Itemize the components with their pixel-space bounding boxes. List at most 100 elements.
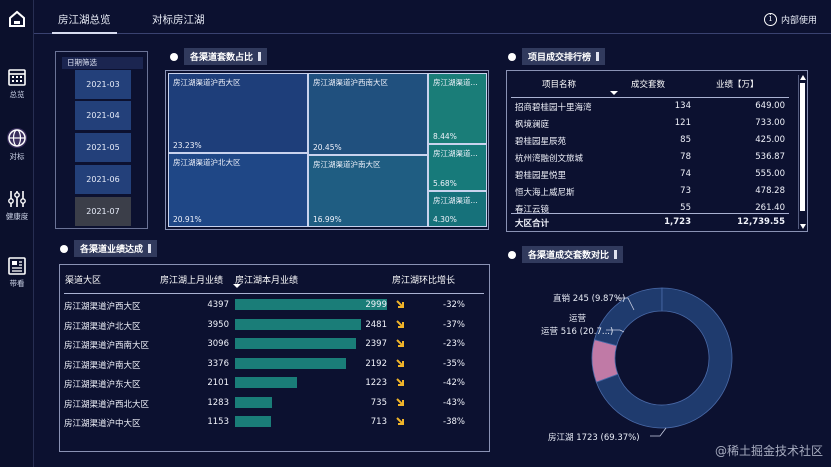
donut-slice[interactable] — [595, 287, 733, 429]
internal-use-button[interactable]: i 内部使用 — [763, 13, 817, 26]
treemap-cell[interactable]: 房江湖渠道沪西大区 23.23% — [168, 73, 308, 153]
donut-leader-line — [616, 297, 635, 311]
scroll-up-icon[interactable] — [800, 75, 806, 80]
arrow-down-right-icon — [396, 397, 404, 406]
date-option-2021-03[interactable]: 2021-03 — [75, 70, 131, 99]
treemap-cell[interactable]: 房江湖渠道... 4.30% — [428, 191, 487, 227]
cell-count: 134 — [674, 101, 691, 111]
info-icon: i — [763, 13, 777, 26]
ranking-scrollbar[interactable] — [798, 75, 806, 229]
arrow-down-right-icon — [396, 319, 404, 328]
scroll-thumb[interactable] — [800, 83, 805, 211]
treemap-cell-pct: 23.23% — [173, 141, 202, 150]
treemap-cell[interactable]: 房江湖渠道沪北大区 20.91% — [168, 153, 308, 227]
arrow-down-right-icon — [396, 339, 404, 347]
treemap-cell[interactable]: 房江湖渠道沪南大区 16.99% — [308, 155, 428, 227]
arrow-down-right-icon — [396, 300, 404, 308]
cell-mom-growth: -35% — [443, 358, 465, 369]
rail-item-label: 健康度 — [5, 212, 29, 221]
channel-performance-table: 渠道大区 房江湖上月业绩 房江湖本月业绩 房江湖环比增长 房江湖渠道沪西大区 43… — [59, 264, 490, 452]
header-divider — [511, 97, 789, 98]
table-row[interactable]: 房江湖渠道沪北大区 3950 2481 -37% — [60, 316, 491, 335]
rail-item-viewing[interactable]: 带看 — [0, 256, 34, 289]
table-row[interactable]: 房江湖渠道沪西北大区 1283 735 -43% — [60, 394, 491, 413]
rail-item-label: 对标 — [9, 152, 25, 161]
total-count: 1,723 — [664, 217, 691, 227]
table-row[interactable]: 房江湖渠道沪中大区 1153 713 -38% — [60, 413, 491, 432]
donut-leader-line — [650, 427, 667, 437]
rail-item-overview[interactable]: 总览 — [0, 67, 34, 100]
total-divider — [511, 213, 789, 214]
table-row[interactable]: 招商碧桂园十里海湾 134 649.00 — [515, 98, 787, 115]
cell-last-month: 1283 — [207, 397, 229, 408]
donut-svg — [591, 287, 733, 437]
bar-this-month — [235, 318, 361, 330]
rail-item-health[interactable]: 健康度 — [0, 189, 34, 222]
section-dot — [170, 52, 178, 61]
table-row[interactable]: 杭州湾融创文旅城 78 536.87 — [515, 149, 787, 166]
column-header-perf[interactable]: 业绩【万】 — [716, 80, 759, 90]
treemap-cell-label: 房江湖渠道沪北大区 — [173, 158, 241, 167]
cell-count: 78 — [680, 152, 691, 162]
cell-last-month: 4397 — [207, 300, 229, 310]
tab-overview[interactable]: 房江湖总览 — [52, 14, 116, 34]
table-row[interactable]: 恒大海上威尼斯 73 478.28 — [515, 183, 787, 200]
date-option-2021-06[interactable]: 2021-06 — [75, 165, 131, 194]
cell-channel: 房江湖渠道沪中大区 — [64, 419, 141, 429]
treemap-cell-label: 房江湖渠道... — [433, 78, 478, 87]
column-header-count[interactable]: 成交套数 — [631, 80, 666, 90]
home-icon[interactable] — [7, 9, 27, 29]
cell-count: 74 — [680, 169, 691, 179]
treemap-cell[interactable]: 房江湖渠道... 5.68% — [428, 144, 487, 191]
cell-name: 杭州湾融创文旅城 — [515, 154, 584, 164]
treemap-cell[interactable]: 房江湖渠道... 8.44% — [428, 73, 487, 144]
cell-last-month: 1153 — [207, 417, 229, 427]
cell-mom-growth: -38% — [443, 417, 465, 427]
cell-perf: 649.00 — [755, 101, 785, 111]
tab-benchmark[interactable]: 对标房江湖 — [152, 14, 205, 26]
column-header-project[interactable]: 项目名称 — [542, 80, 577, 90]
cell-perf: 478.28 — [755, 186, 785, 196]
date-option-2021-07[interactable]: 2021-07 — [75, 197, 131, 226]
cell-mom-growth: -23% — [443, 339, 465, 349]
column-header-this-month[interactable]: 房江湖本月业绩 — [235, 276, 299, 286]
treemap-cell[interactable]: 房江湖渠道沪西南大区 20.45% — [308, 73, 428, 155]
table-row[interactable]: 房江湖渠道沪东大区 2101 1223 -42% — [60, 374, 491, 393]
column-header-last-month[interactable]: 房江湖上月业绩 — [160, 276, 224, 286]
scroll-down-icon[interactable] — [800, 224, 806, 229]
table-row[interactable]: 房江湖渠道沪西大区 4397 2999 -32% — [60, 296, 491, 315]
table-row[interactable]: 春江云镜 55 261.40 — [515, 200, 787, 217]
cell-name: 春江云镜 — [515, 205, 550, 215]
table-row[interactable]: 碧桂园星辰苑 85 425.00 — [515, 132, 787, 149]
column-header-mom-growth[interactable]: 房江湖环比增长 — [392, 276, 456, 286]
rail-item-benchmark[interactable]: 对标 — [0, 127, 34, 162]
cell-count: 121 — [674, 118, 691, 128]
table-row[interactable]: 碧桂园星悦里 74 555.00 — [515, 166, 787, 183]
table-row[interactable]: 房江湖渠道沪南大区 3376 2192 -35% — [60, 355, 491, 374]
date-option-2021-05[interactable]: 2021-05 — [75, 133, 131, 162]
cell-perf: 733.00 — [755, 118, 785, 128]
treemap-header: 各渠道套数占比 — [170, 48, 268, 65]
sort-desc-icon[interactable] — [610, 91, 618, 95]
column-header-channel[interactable]: 渠道大区 — [65, 276, 102, 286]
arrow-down-right-icon — [396, 358, 404, 367]
cell-perf: 261.40 — [755, 203, 785, 213]
rail-item-label: 带看 — [9, 279, 25, 288]
donut-header: 各渠道成交套数对比 — [508, 246, 624, 263]
channel-treemap: 房江湖渠道沪西大区 23.23% 房江湖渠道沪北大区 20.91% 房江湖渠道沪… — [165, 70, 489, 230]
table-row[interactable]: 房江湖渠道沪西南大区 3096 2397 -23% — [60, 335, 491, 354]
date-option-2021-04[interactable]: 2021-04 — [75, 101, 131, 130]
donut-title: 各渠道成交套数对比 — [522, 246, 624, 263]
sort-desc-icon[interactable] — [233, 284, 241, 288]
cell-name: 恒大海上威尼斯 — [515, 188, 575, 198]
bar-this-month — [235, 416, 271, 427]
cell-channel: 房江湖渠道沪东大区 — [64, 380, 141, 390]
news-icon — [8, 257, 26, 275]
ranking-header: 项目成交排行榜 — [508, 48, 606, 65]
arrow-down-right-icon — [396, 378, 404, 386]
table-row[interactable]: 枫境澜庭 121 733.00 — [515, 115, 787, 132]
date-filter-title: 日期筛选 — [62, 57, 143, 69]
treemap-cell-pct: 4.30% — [433, 215, 457, 224]
cell-count: 73 — [680, 186, 691, 196]
arrow-down-right-icon — [396, 417, 404, 425]
